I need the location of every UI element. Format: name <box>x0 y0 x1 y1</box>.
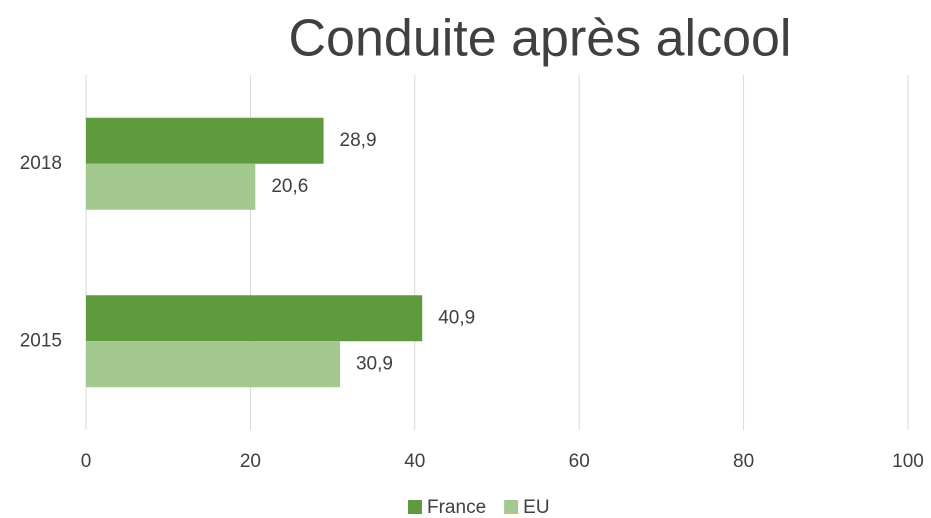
y-tick-label: 2018 <box>20 153 62 174</box>
data-label: 40,9 <box>438 307 475 328</box>
x-tick-label: 20 <box>240 451 261 472</box>
x-tick-label: 0 <box>81 451 92 472</box>
legend-label: France <box>427 497 486 518</box>
x-tick-label: 60 <box>569 451 590 472</box>
bar <box>86 341 340 388</box>
x-tick-label: 100 <box>892 451 924 472</box>
bar <box>86 163 256 210</box>
data-label: 28,9 <box>340 130 377 151</box>
legend-swatch <box>504 500 519 514</box>
chart-title: Conduite après alcool <box>289 10 792 68</box>
x-tick-label: 80 <box>733 451 754 472</box>
data-label: 30,9 <box>356 353 393 374</box>
bar <box>86 117 324 164</box>
legend-label: EU <box>523 497 549 518</box>
bar <box>86 295 423 342</box>
x-tick-label: 40 <box>404 451 425 472</box>
legend-swatch <box>408 500 422 514</box>
y-tick-label: 2015 <box>20 330 62 351</box>
data-label: 20,6 <box>271 176 308 197</box>
